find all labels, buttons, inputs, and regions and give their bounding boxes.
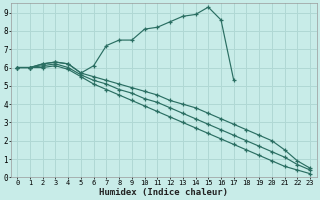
X-axis label: Humidex (Indice chaleur): Humidex (Indice chaleur) — [99, 188, 228, 197]
